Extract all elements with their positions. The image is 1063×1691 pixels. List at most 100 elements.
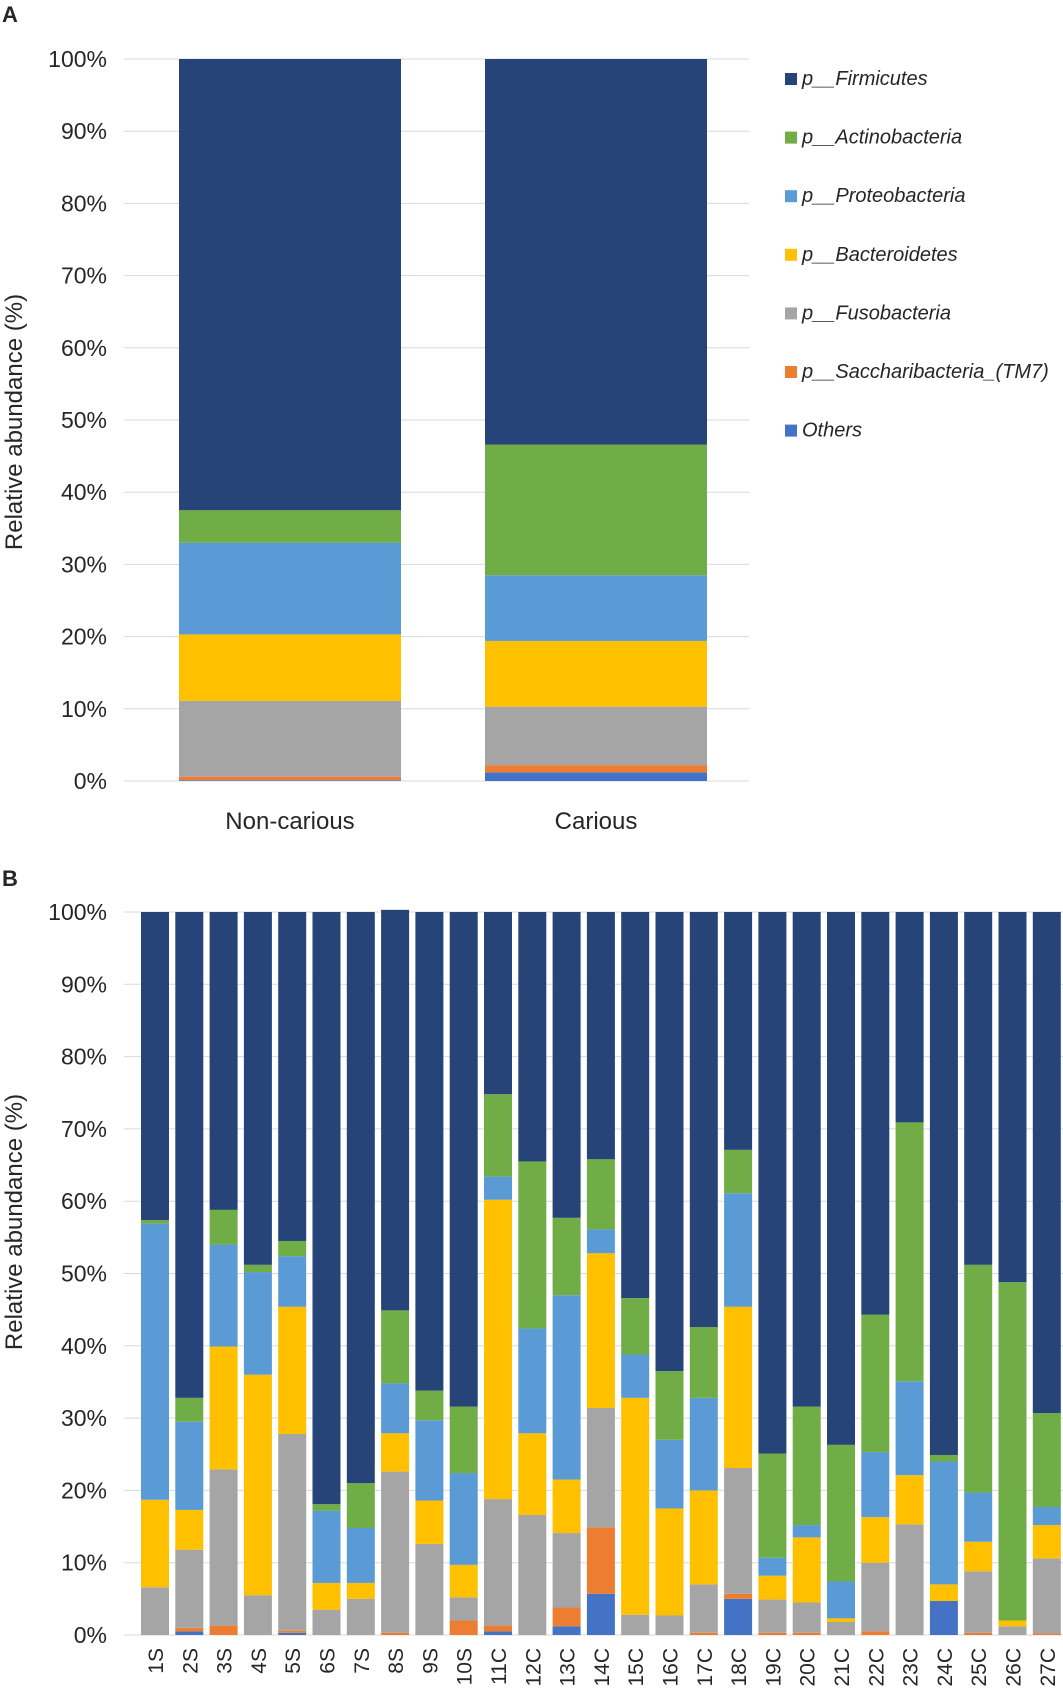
bar-segment-others [586,1593,615,1635]
bar-stack [929,912,958,1635]
y-tick-label: 40% [61,479,107,505]
x-category-label: 6S [317,1648,340,1674]
bar-stack [861,912,890,1635]
bar-segment-saccharibacteria [964,1632,993,1635]
bar-segment-bacteroidetes [209,1346,238,1470]
legend-name: Actinobacteria [834,127,962,149]
x-category-label: 17C [694,1648,717,1687]
bar-segment-bacteroidetes [179,634,401,701]
bar-segment-actinobacteria [484,1094,512,1177]
bar-segment-actinobacteria [346,1483,375,1528]
panel-b-y-ticks: 0% 10% 20% 30% 40% 50% 60% 70% 80% 90% 100% [48,899,107,1648]
y-tick-label: 40% [61,1333,107,1359]
y-tick-label: 70% [61,1116,107,1142]
y-tick-label: 100% [48,46,107,72]
bar-segment-actinobacteria [278,1240,307,1257]
bar-segment-saccharibacteria [586,1527,615,1594]
bar-segment-firmicutes [209,912,238,1210]
bar-segment-others [175,1631,204,1635]
bar-segment-bacteroidetes [929,1584,958,1602]
bar-segment-saccharibacteria [758,1632,787,1635]
bar-segment-proteobacteria [689,1397,718,1491]
x-category-label: 27C [1037,1648,1060,1687]
bar-segment-proteobacteria [209,1244,238,1347]
bar-segment-firmicutes [449,912,478,1407]
bar-segment-actinobacteria [141,1219,169,1224]
bar-segment-firmicutes [895,912,924,1123]
x-category-label: 23C [900,1648,923,1687]
bar-segment-proteobacteria [621,1354,650,1398]
bar-segment-fusobacteria [689,1584,718,1633]
bar-segment-actinobacteria [655,1371,684,1440]
bar-segment-proteobacteria [586,1229,615,1254]
bar-segment-actinobacteria [792,1406,821,1526]
bar-segment-firmicutes [827,912,855,1445]
bar-segment-bacteroidetes [485,640,707,707]
bar-segment-firmicutes [484,912,512,1095]
bar-segment-proteobacteria [415,1420,444,1501]
legend-swatch-saccharibacteria [785,366,797,378]
bar-segment-firmicutes [485,59,707,445]
bar-segment-bacteroidetes [655,1508,684,1616]
x-category-label: 13C [557,1648,580,1687]
x-category-label: 10S [454,1648,477,1685]
bar-segment-bacteroidetes [895,1475,924,1525]
bar-segment-bacteroidetes [586,1253,615,1408]
bar-segment-actinobacteria [1032,1413,1061,1508]
bar-segment-proteobacteria [895,1381,924,1476]
x-category-label: 15C [625,1648,648,1687]
bar-segment-actinobacteria [179,510,401,543]
bar-stack [141,912,169,1635]
y-tick-label: 90% [61,971,107,997]
panel-a-x-categories: Non-carious Carious [225,808,637,835]
bar-segment-others [179,780,401,781]
bar-segment-firmicutes [586,912,615,1160]
bar-segment-bacteroidetes [792,1537,821,1603]
bar-segment-bacteroidetes [724,1306,753,1468]
bar-segment-proteobacteria [929,1461,958,1585]
legend-label-actinobacteria: p__Actinobacteria [801,127,962,149]
bar-segment-bacteroidetes [758,1575,787,1600]
bar-segment-bacteroidetes [518,1433,547,1515]
legend-label-others: Others [802,420,862,442]
bar-segment-others [552,1626,581,1635]
bar-stack [209,912,238,1635]
bar-segment-firmicutes [518,912,547,1162]
bar-segment-saccharibacteria [209,1625,238,1635]
x-category-label: 14C [591,1648,614,1687]
bar-segment-fusobacteria [964,1571,993,1633]
bar-segment-others [724,1598,753,1635]
bar-segment-firmicutes [312,912,341,1505]
panel-a-y-axis-label: Relative abundance (%) [1,294,28,550]
y-tick-label: 30% [61,1405,107,1431]
bar-segment-actinobacteria [518,1161,547,1329]
bar-segment-bacteroidetes [141,1499,169,1588]
bar-segment-actinobacteria [758,1453,787,1558]
bar-segment-bacteroidetes [484,1199,512,1500]
bar-segment-fusobacteria [346,1598,375,1635]
bar-segment-fusobacteria [792,1602,821,1633]
x-category-label: 3S [214,1648,237,1674]
bar-segment-fusobacteria [485,706,707,766]
x-category-label: 2S [179,1648,202,1674]
bar-segment-saccharibacteria [861,1631,890,1635]
bar-segment-actinobacteria [689,1327,718,1398]
legend-name: Bacteroidetes [835,244,957,266]
bar-segment-proteobacteria [484,1176,512,1200]
y-tick-label: 60% [61,335,107,361]
y-tick-label: 90% [61,118,107,144]
bar-segment-actinobacteria [895,1122,924,1382]
bar-segment-bacteroidetes [449,1564,478,1598]
x-category-label: 26C [1003,1648,1026,1687]
bar-stack [485,59,707,781]
bar-segment-saccharibacteria [792,1632,821,1635]
bar-segment-fusobacteria [312,1609,341,1635]
bar-segment-firmicutes [179,59,401,511]
bar-segment-saccharibacteria [689,1632,718,1635]
bar-segment-fusobacteria [179,700,401,777]
bar-stack [346,912,375,1635]
bar-segment-fusobacteria [381,1471,410,1633]
bar-segment-actinobacteria [929,1454,958,1462]
bar-stack [758,912,787,1635]
legend-swatch-fusobacteria [785,307,797,320]
